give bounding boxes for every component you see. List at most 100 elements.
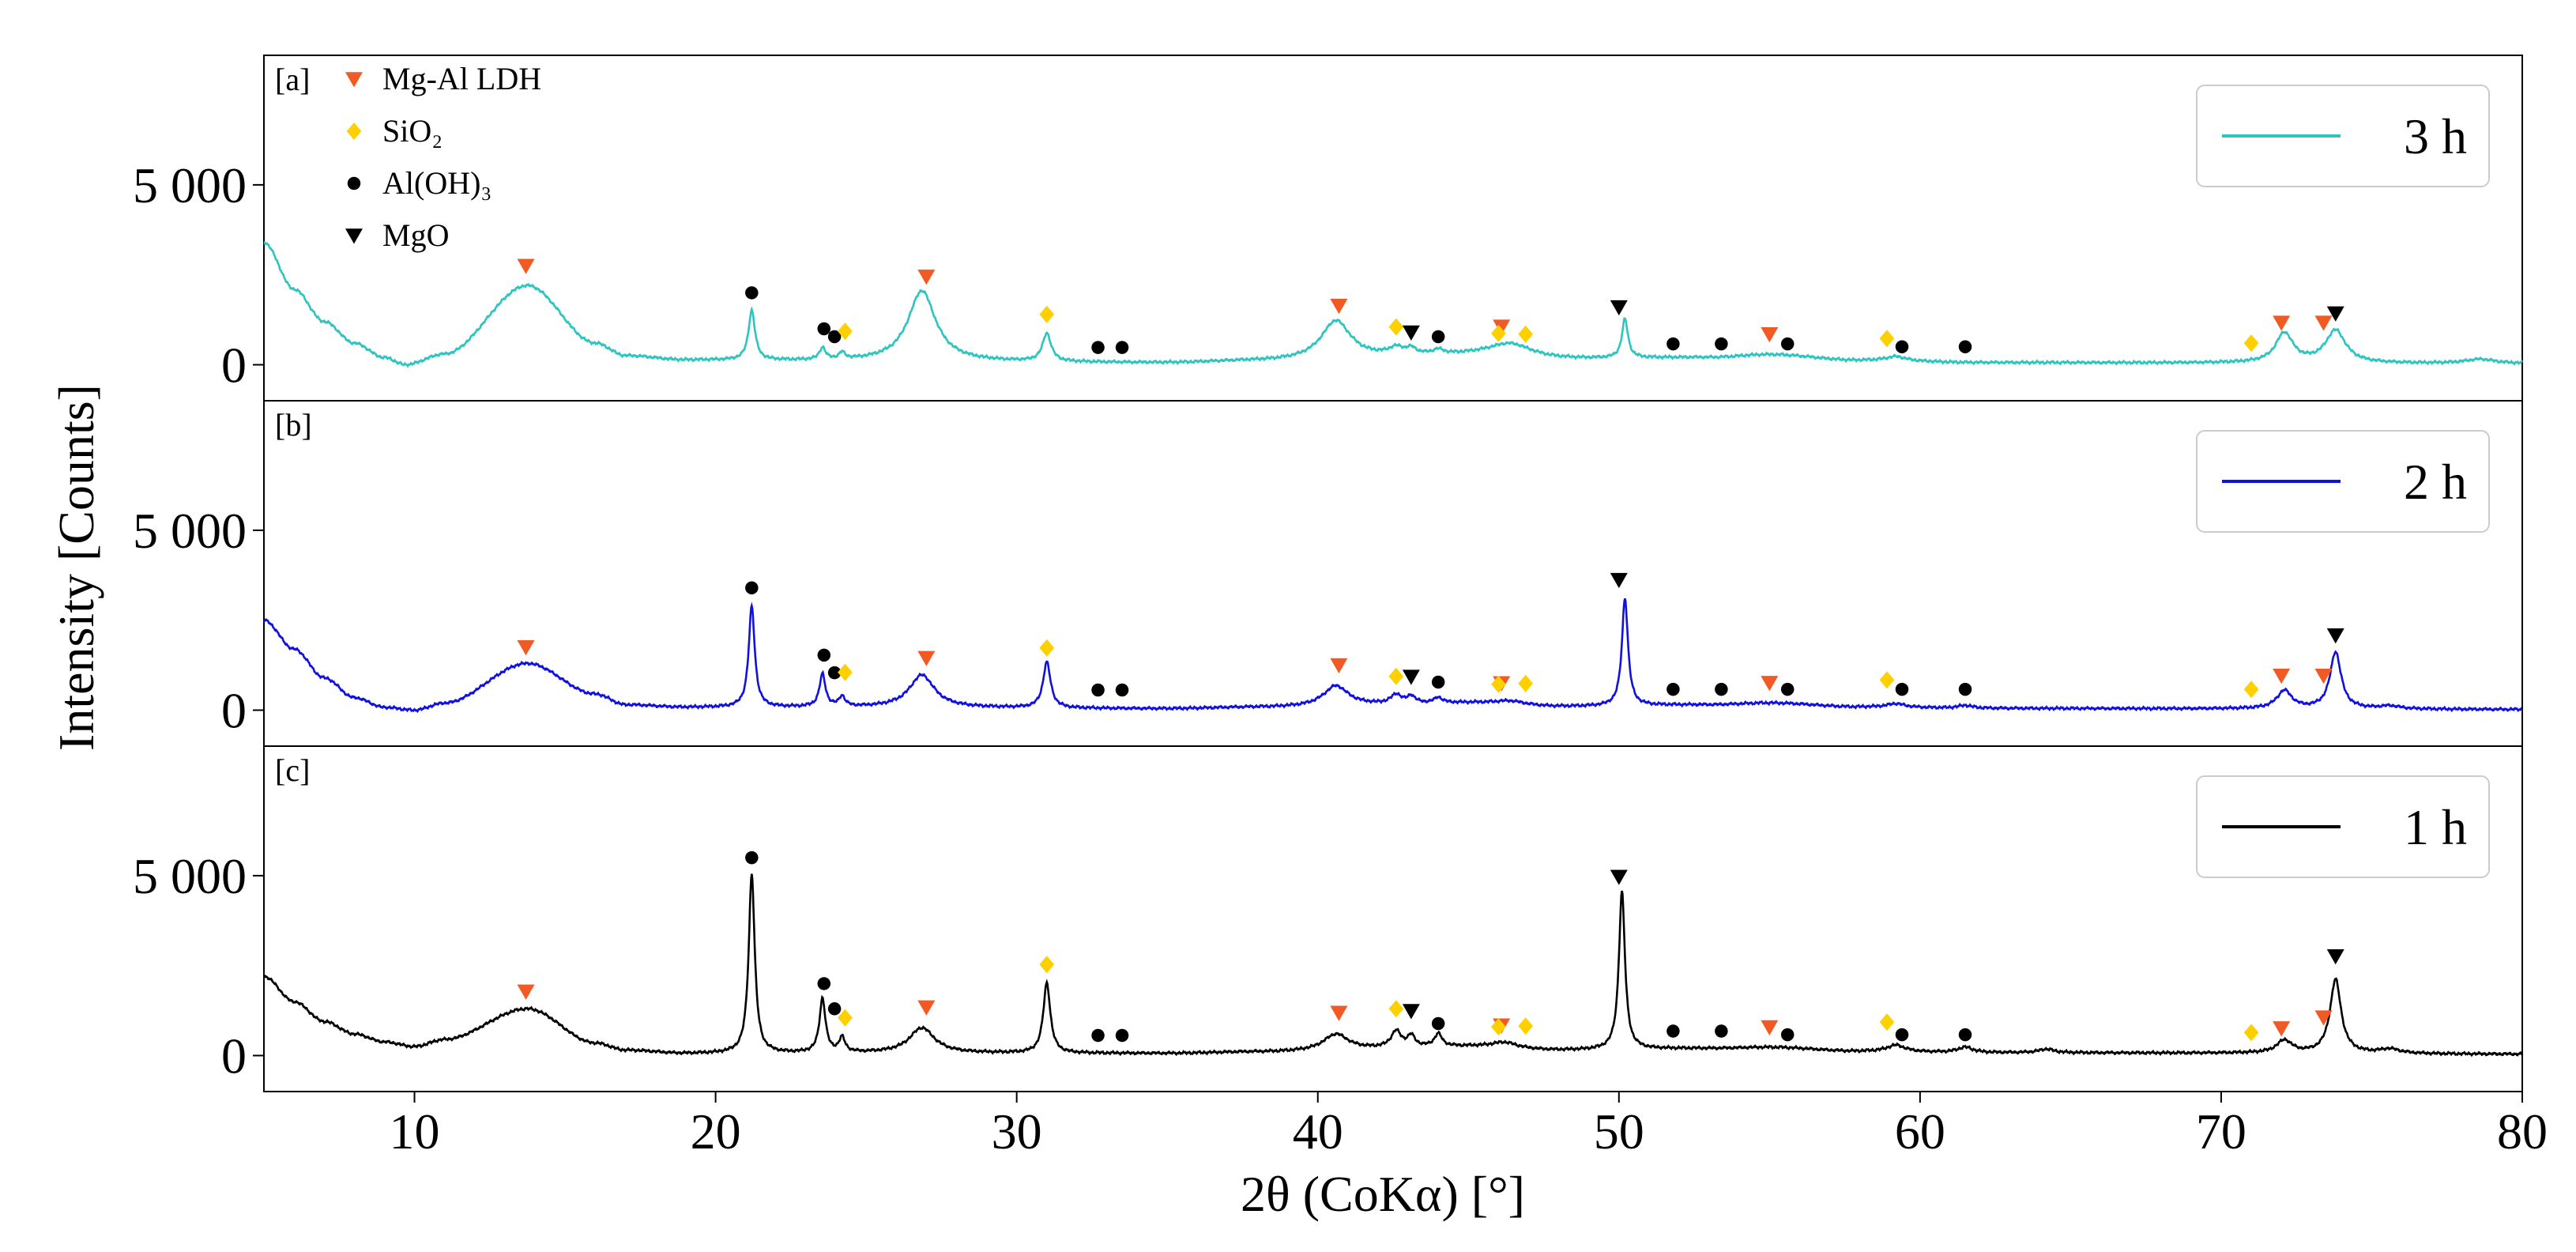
peak-marker-sio [1039, 956, 1055, 974]
peak-marker-sio [1518, 325, 1534, 343]
x-tick-label: 30 [992, 1103, 1042, 1160]
series-line-1h [263, 873, 2523, 1058]
legend-label: 3 h [2404, 108, 2467, 164]
peak-marker-sio [1039, 639, 1055, 657]
y-tick-label: 5 000 [133, 157, 247, 213]
peak-marker-aloh [1895, 1028, 1909, 1042]
series-line-2h [263, 598, 2523, 714]
x-tick-label: 80 [2497, 1103, 2548, 1160]
peak-marker-mgalldh [2314, 1010, 2333, 1026]
legend-frame [2196, 430, 2490, 533]
peak-marker-mgalldh [2273, 315, 2291, 331]
peak-marker-aloh [745, 850, 759, 865]
peak-marker-sio [1039, 305, 1055, 323]
peak-marker-mgalldh [917, 270, 936, 285]
peak-marker-mgalldh [917, 651, 936, 666]
peak-marker-mgo [2326, 949, 2344, 965]
peak-marker-aloh [1958, 682, 1972, 696]
peak-marker-aloh [1091, 683, 1105, 697]
series-line-3h [263, 241, 2524, 368]
peak-marker-mgalldh [2273, 1021, 2291, 1037]
peak-marker-aloh [745, 581, 759, 594]
peak-marker-aloh [827, 330, 842, 344]
legend-label: 2 h [2404, 454, 2467, 510]
peak-marker-aloh [1666, 1024, 1680, 1038]
peak-marker-aloh [1431, 675, 1445, 689]
panel-b: [b] 2 h [263, 407, 2523, 714]
peak-marker-mgalldh [517, 258, 535, 274]
peak-marker-aloh [827, 666, 842, 680]
peak-marker-sio [1879, 1013, 1895, 1031]
series-legend: 1 h [2196, 775, 2490, 878]
data-layer: [a] 3 h [b]2 h [c] 1 h Mg-Al LDHSiO₂Al(OH)₃Mg… [263, 61, 2524, 1058]
peak-marker-mgalldh [517, 984, 535, 1000]
peak-marker-sio [1388, 318, 1404, 336]
peak-marker-sio [838, 322, 853, 341]
peak-marker-aloh [1091, 341, 1105, 354]
peak-marker-mgalldh [917, 1000, 936, 1016]
peak-marker-sio [1388, 667, 1404, 685]
peak-marker-sio [1491, 1018, 1506, 1036]
peak-marker-sio [1879, 330, 1895, 348]
x-tick-label: 70 [2196, 1103, 2246, 1160]
peak-marker-aloh [1115, 1028, 1129, 1043]
x-tick-label: 20 [691, 1103, 741, 1160]
peak-marker-mgalldh [1493, 319, 1511, 335]
peak-marker-mgalldh [1761, 1020, 1779, 1035]
peak-marker-sio [2243, 334, 2259, 353]
peak-marker-mgo [2326, 306, 2344, 322]
phase-marker-legend: Mg-Al LDH SiO₂ Al(OH)₃ MgO [345, 61, 541, 253]
peak-marker-sio [1491, 675, 1506, 693]
series-legend: 3 h [2196, 85, 2490, 187]
y-tick-label: 5 000 [133, 848, 247, 904]
peak-marker-aloh [1958, 340, 1972, 353]
peak-marker-aloh [1115, 341, 1129, 354]
peak-marker-aloh [1666, 337, 1680, 351]
peak-marker-aloh [1895, 340, 1909, 353]
peak-marker-mgalldh [2273, 668, 2291, 684]
series-legend: 2 h [2196, 430, 2490, 533]
peak-marker-mgalldh [517, 640, 535, 656]
peak-marker-sio [1518, 1017, 1534, 1035]
legend-frame [2196, 775, 2490, 878]
legend-marker-label: MgO [382, 217, 449, 253]
peak-marker-mgo [1402, 1004, 1420, 1020]
peak-marker-aloh [1091, 1028, 1105, 1043]
peak-marker-aloh [1715, 337, 1728, 351]
y-tick-label: 0 [221, 337, 247, 393]
peak-marker-mgo [1610, 300, 1628, 316]
peak-marker-sio [1491, 324, 1506, 342]
peak-marker-aloh [1431, 1016, 1445, 1031]
peak-marker-aloh [1715, 682, 1728, 696]
legend-marker-mgalldh [345, 72, 363, 88]
legend-marker-label: SiO₂ [382, 113, 443, 149]
peak-marker-aloh [1115, 683, 1129, 697]
panel-label: [c] [275, 752, 310, 788]
peak-marker-aloh [817, 322, 831, 336]
y-tick-label: 0 [221, 682, 247, 738]
peak-marker-aloh [817, 977, 831, 990]
peak-marker-mgalldh [1761, 326, 1779, 343]
peak-marker-sio [838, 1009, 853, 1027]
panel-c: [c] 1 h [263, 752, 2523, 1058]
peak-marker-mgalldh [2314, 315, 2333, 331]
x-tick-label: 40 [1293, 1103, 1343, 1160]
peak-marker-mgo [1402, 325, 1420, 341]
legend-marker-aloh [347, 176, 361, 190]
peak-marker-mgalldh [1330, 1005, 1348, 1021]
y-tick-label: 5 000 [133, 503, 247, 559]
peak-marker-mgalldh [1761, 676, 1779, 692]
peak-marker-aloh [817, 648, 831, 662]
x-tick-label: 10 [390, 1103, 440, 1160]
peak-marker-aloh [1895, 682, 1909, 696]
panel-frame [263, 745, 2523, 1092]
x-tick-label: 50 [1594, 1103, 1644, 1160]
peak-marker-mgo [1610, 572, 1628, 589]
label-layer: 2θ (CoKα) [°] Intensity [Counts] [48, 384, 1525, 1222]
peak-marker-sio [838, 663, 853, 681]
peak-marker-sio [2243, 681, 2259, 699]
peak-marker-aloh [1780, 682, 1795, 696]
panel-label: [a] [275, 62, 310, 97]
peak-marker-mgo [1402, 669, 1420, 685]
